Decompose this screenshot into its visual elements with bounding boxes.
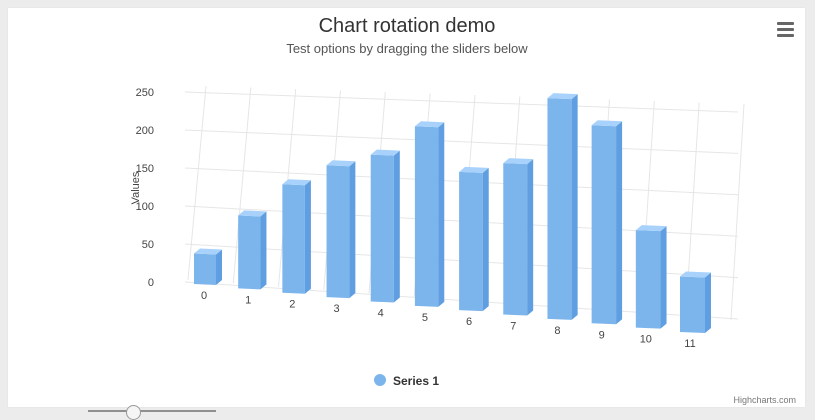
y-grid-line-250 — [184, 91, 739, 113]
x-grid-line — [232, 87, 252, 284]
bar-top-11 — [680, 271, 711, 278]
bar-11[interactable] — [680, 276, 705, 333]
x-grid-line — [187, 85, 207, 281]
chart-title: Chart rotation demo — [319, 15, 496, 37]
bar-top-9 — [591, 120, 623, 127]
bar-6[interactable] — [459, 171, 483, 312]
y-axis-title: Values — [130, 171, 142, 204]
credits-link[interactable]: Highcharts.com — [733, 395, 796, 405]
bar-1[interactable] — [238, 215, 261, 290]
bar-top-5 — [414, 121, 445, 128]
bar-side-7 — [527, 159, 534, 316]
y-tick-label: 100 — [136, 201, 154, 213]
rotation-slider-handle[interactable] — [126, 405, 141, 420]
bar-top-4 — [370, 149, 400, 156]
hamburger-menu-icon-line-3 — [777, 34, 794, 37]
bar-top-7 — [503, 158, 534, 165]
bar-8[interactable] — [547, 98, 572, 320]
bar-2[interactable] — [282, 184, 305, 294]
x-tick-label-4: 4 — [378, 307, 384, 319]
x-tick-label-9: 9 — [599, 329, 605, 341]
x-tick-label-5: 5 — [422, 312, 428, 324]
x-tick-label-0: 0 — [201, 290, 207, 302]
bar-7[interactable] — [503, 163, 528, 316]
bar-top-0 — [194, 248, 222, 255]
y-tick-label: 0 — [148, 277, 154, 289]
legend-series-1[interactable]: Series 1 — [393, 374, 439, 388]
bar-top-10 — [635, 225, 667, 232]
bar-side-6 — [482, 167, 489, 312]
y-tick-label: 50 — [142, 239, 154, 251]
bar-side-10 — [660, 226, 667, 329]
bar-side-1 — [260, 211, 267, 290]
x-tick-label-6: 6 — [466, 316, 472, 328]
bar-top-1 — [238, 210, 267, 217]
bar-side-2 — [304, 180, 311, 294]
x-grid-line — [730, 103, 745, 321]
menu-button[interactable] — [777, 22, 794, 37]
bar-5[interactable] — [414, 126, 439, 307]
bar-10[interactable] — [635, 230, 661, 329]
x-tick-label-8: 8 — [554, 325, 560, 337]
bar-side-0 — [216, 249, 222, 285]
bar-top-8 — [547, 93, 578, 100]
y-tick-label: 150 — [136, 163, 154, 175]
bar-side-5 — [438, 122, 445, 307]
x-tick-label-10: 10 — [640, 334, 652, 346]
bar-3[interactable] — [326, 165, 350, 299]
bar-side-4 — [393, 150, 400, 303]
x-tick-label-2: 2 — [289, 299, 295, 311]
bar-0[interactable] — [194, 253, 216, 285]
bar-top-6 — [459, 166, 489, 173]
bars-layer: 0 1 2 3 4 5 6 7 8 9 10 11 — [194, 93, 711, 350]
bar-side-11 — [705, 272, 711, 333]
bar-side-3 — [349, 161, 356, 299]
x-tick-label-11: 11 — [684, 338, 695, 350]
y-grid-line-200 — [184, 129, 739, 154]
legend-marker-icon — [374, 374, 386, 386]
hamburger-menu-icon-line-1 — [777, 22, 794, 25]
bar-side-9 — [616, 121, 623, 325]
y-tick-label: 200 — [136, 125, 154, 137]
bar-top-2 — [282, 179, 311, 186]
hamburger-menu-icon-line-2 — [777, 28, 794, 31]
legend[interactable]: Series 1 — [374, 374, 439, 388]
x-tick-label-1: 1 — [245, 294, 251, 306]
x-tick-label-7: 7 — [510, 321, 516, 333]
chart-container — [8, 8, 805, 407]
bar-side-8 — [571, 94, 578, 320]
bar-4[interactable] — [370, 154, 394, 303]
bar-top-3 — [326, 160, 356, 167]
bar-9[interactable] — [591, 125, 617, 325]
x-tick-label-3: 3 — [333, 303, 339, 315]
y-tick-label: 250 — [136, 87, 154, 99]
chart-subtitle: Test options by dragging the sliders bel… — [286, 41, 528, 56]
rotation-slider-track[interactable] — [88, 410, 216, 412]
